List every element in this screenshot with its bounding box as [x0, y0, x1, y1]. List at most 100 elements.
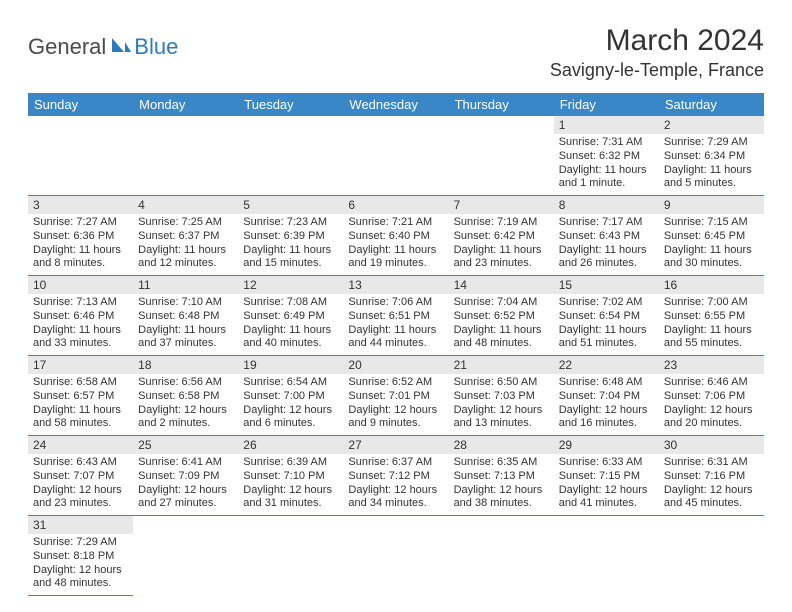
sunset-text: Sunset: 6:52 PM: [454, 310, 549, 324]
sunset-text: Sunset: 6:58 PM: [138, 390, 233, 404]
day-number: 18: [133, 356, 238, 374]
month-year: March 2024: [550, 24, 764, 58]
sunrise-text: Sunrise: 7:00 AM: [664, 296, 759, 310]
sunrise-text: Sunrise: 6:58 AM: [33, 376, 128, 390]
day-number: 9: [659, 196, 764, 214]
day-header-thursday: Thursday: [449, 93, 554, 116]
day-details: Sunrise: 7:02 AMSunset: 6:54 PMDaylight:…: [554, 294, 659, 355]
day-details: Sunrise: 6:35 AMSunset: 7:13 PMDaylight:…: [449, 454, 554, 515]
day-number: 30: [659, 436, 764, 454]
day-number: 20: [343, 356, 448, 374]
day-cell-6: 6Sunrise: 7:21 AMSunset: 6:40 PMDaylight…: [343, 196, 448, 276]
day-details: Sunrise: 6:52 AMSunset: 7:01 PMDaylight:…: [343, 374, 448, 435]
sunrise-text: Sunrise: 6:39 AM: [243, 456, 338, 470]
calendar-table: SundayMondayTuesdayWednesdayThursdayFrid…: [28, 93, 764, 596]
daylight-text: Daylight: 11 hours and 12 minutes.: [138, 244, 233, 272]
sunset-text: Sunset: 6:48 PM: [138, 310, 233, 324]
daylight-text: Daylight: 12 hours and 34 minutes.: [348, 484, 443, 512]
day-details: Sunrise: 7:29 AMSunset: 8:18 PMDaylight:…: [28, 534, 133, 595]
daylight-text: Daylight: 12 hours and 2 minutes.: [138, 404, 233, 432]
daylight-text: Daylight: 12 hours and 27 minutes.: [138, 484, 233, 512]
day-number: 6: [343, 196, 448, 214]
calendar-body: 1Sunrise: 7:31 AMSunset: 6:32 PMDaylight…: [28, 116, 764, 596]
day-details: Sunrise: 7:13 AMSunset: 6:46 PMDaylight:…: [28, 294, 133, 355]
empty-cell: [343, 516, 448, 596]
daylight-text: Daylight: 11 hours and 15 minutes.: [243, 244, 338, 272]
sunrise-text: Sunrise: 6:50 AM: [454, 376, 549, 390]
sunset-text: Sunset: 6:49 PM: [243, 310, 338, 324]
day-cell-12: 12Sunrise: 7:08 AMSunset: 6:49 PMDayligh…: [238, 276, 343, 356]
day-details: Sunrise: 7:15 AMSunset: 6:45 PMDaylight:…: [659, 214, 764, 275]
day-number: 8: [554, 196, 659, 214]
daylight-text: Daylight: 11 hours and 1 minute.: [559, 164, 654, 192]
daylight-text: Daylight: 11 hours and 51 minutes.: [559, 324, 654, 352]
sunrise-text: Sunrise: 7:02 AM: [559, 296, 654, 310]
day-number: 19: [238, 356, 343, 374]
daylight-text: Daylight: 11 hours and 5 minutes.: [664, 164, 759, 192]
day-number: 12: [238, 276, 343, 294]
logo-sail-icon: [110, 36, 132, 59]
day-number: 24: [28, 436, 133, 454]
sunset-text: Sunset: 7:09 PM: [138, 470, 233, 484]
day-number: 7: [449, 196, 554, 214]
empty-cell: [238, 116, 343, 196]
day-header-monday: Monday: [133, 93, 238, 116]
daylight-text: Daylight: 11 hours and 55 minutes.: [664, 324, 759, 352]
header: General Blue March 2024 Savigny-le-Templ…: [28, 24, 764, 81]
sunrise-text: Sunrise: 7:06 AM: [348, 296, 443, 310]
day-details: Sunrise: 7:23 AMSunset: 6:39 PMDaylight:…: [238, 214, 343, 275]
day-cell-23: 23Sunrise: 6:46 AMSunset: 7:06 PMDayligh…: [659, 356, 764, 436]
sunset-text: Sunset: 6:51 PM: [348, 310, 443, 324]
location: Savigny-le-Temple, France: [550, 60, 764, 81]
sunrise-text: Sunrise: 7:29 AM: [33, 536, 128, 550]
sunrise-text: Sunrise: 7:25 AM: [138, 216, 233, 230]
sunrise-text: Sunrise: 6:48 AM: [559, 376, 654, 390]
day-cell-5: 5Sunrise: 7:23 AMSunset: 6:39 PMDaylight…: [238, 196, 343, 276]
day-cell-2: 2Sunrise: 7:29 AMSunset: 6:34 PMDaylight…: [659, 116, 764, 196]
day-cell-17: 17Sunrise: 6:58 AMSunset: 6:57 PMDayligh…: [28, 356, 133, 436]
day-cell-19: 19Sunrise: 6:54 AMSunset: 7:00 PMDayligh…: [238, 356, 343, 436]
daylight-text: Daylight: 12 hours and 38 minutes.: [454, 484, 549, 512]
sunset-text: Sunset: 6:37 PM: [138, 230, 233, 244]
empty-cell: [449, 516, 554, 596]
day-number: 10: [28, 276, 133, 294]
day-details: Sunrise: 7:04 AMSunset: 6:52 PMDaylight:…: [449, 294, 554, 355]
day-number: 13: [343, 276, 448, 294]
sunset-text: Sunset: 7:01 PM: [348, 390, 443, 404]
sunset-text: Sunset: 6:36 PM: [33, 230, 128, 244]
sunset-text: Sunset: 6:54 PM: [559, 310, 654, 324]
day-details: Sunrise: 7:31 AMSunset: 6:32 PMDaylight:…: [554, 134, 659, 195]
daylight-text: Daylight: 11 hours and 26 minutes.: [559, 244, 654, 272]
day-number: 28: [449, 436, 554, 454]
week-row: 3Sunrise: 7:27 AMSunset: 6:36 PMDaylight…: [28, 196, 764, 276]
sunset-text: Sunset: 7:00 PM: [243, 390, 338, 404]
daylight-text: Daylight: 12 hours and 45 minutes.: [664, 484, 759, 512]
sunrise-text: Sunrise: 7:08 AM: [243, 296, 338, 310]
empty-cell: [133, 116, 238, 196]
day-cell-11: 11Sunrise: 7:10 AMSunset: 6:48 PMDayligh…: [133, 276, 238, 356]
sunrise-text: Sunrise: 6:52 AM: [348, 376, 443, 390]
daylight-text: Daylight: 11 hours and 48 minutes.: [454, 324, 549, 352]
sunset-text: Sunset: 7:16 PM: [664, 470, 759, 484]
day-number: 17: [28, 356, 133, 374]
sunset-text: Sunset: 8:18 PM: [33, 550, 128, 564]
sunrise-text: Sunrise: 6:41 AM: [138, 456, 233, 470]
sunrise-text: Sunrise: 7:23 AM: [243, 216, 338, 230]
day-cell-8: 8Sunrise: 7:17 AMSunset: 6:43 PMDaylight…: [554, 196, 659, 276]
day-cell-26: 26Sunrise: 6:39 AMSunset: 7:10 PMDayligh…: [238, 436, 343, 516]
day-details: Sunrise: 6:58 AMSunset: 6:57 PMDaylight:…: [28, 374, 133, 435]
day-cell-4: 4Sunrise: 7:25 AMSunset: 6:37 PMDaylight…: [133, 196, 238, 276]
day-number: 11: [133, 276, 238, 294]
sunrise-text: Sunrise: 7:21 AM: [348, 216, 443, 230]
sunrise-text: Sunrise: 7:29 AM: [664, 136, 759, 150]
sunset-text: Sunset: 6:32 PM: [559, 150, 654, 164]
daylight-text: Daylight: 11 hours and 37 minutes.: [138, 324, 233, 352]
daylight-text: Daylight: 12 hours and 31 minutes.: [243, 484, 338, 512]
day-cell-9: 9Sunrise: 7:15 AMSunset: 6:45 PMDaylight…: [659, 196, 764, 276]
sunset-text: Sunset: 7:15 PM: [559, 470, 654, 484]
daylight-text: Daylight: 11 hours and 44 minutes.: [348, 324, 443, 352]
day-cell-15: 15Sunrise: 7:02 AMSunset: 6:54 PMDayligh…: [554, 276, 659, 356]
daylight-text: Daylight: 12 hours and 41 minutes.: [559, 484, 654, 512]
empty-cell: [659, 516, 764, 596]
sunrise-text: Sunrise: 6:54 AM: [243, 376, 338, 390]
